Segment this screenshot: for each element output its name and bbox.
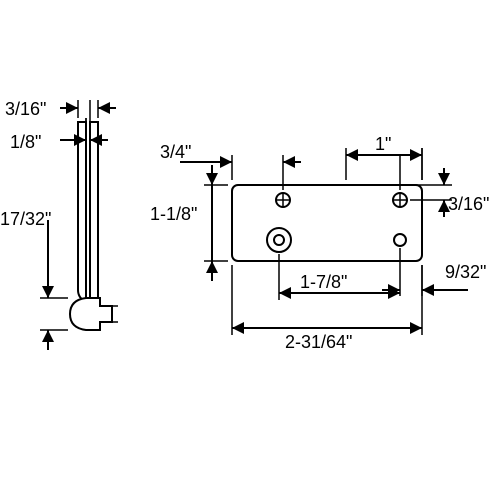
label-3-16-b: 3/16" (448, 194, 489, 214)
label-1-8: 1/8" (10, 132, 41, 152)
side-spring (78, 122, 86, 302)
hole-top-right (393, 193, 407, 207)
label-3-4: 3/4" (160, 142, 191, 162)
label-1-1-8: 1-1/8" (150, 204, 197, 224)
technical-drawing: 3/16" 1/8" 17/32" 3/4" 1" 1-1/8" 3/16" 9… (0, 0, 500, 500)
side-view (70, 122, 118, 330)
hole-top-left (276, 193, 290, 207)
label-17-32: 17/32" (0, 209, 51, 229)
dim-17-32: 17/32" (0, 209, 68, 350)
pivot-hole (267, 228, 291, 252)
small-hole (394, 234, 406, 246)
dim-3-4: 3/4" (160, 142, 301, 190)
dim-1-1-8: 1-1/8" (150, 165, 228, 281)
dim-1: 1" (346, 134, 422, 180)
label-1-7-8: 1-7/8" (300, 272, 347, 292)
side-plate (90, 122, 98, 298)
label-1: 1" (375, 134, 391, 154)
label-9-32: 9/32" (445, 262, 486, 282)
side-head (70, 298, 112, 330)
dim-3-16-top: 3/16" (5, 99, 116, 119)
label-3-16: 3/16" (5, 99, 46, 119)
front-view (232, 185, 422, 261)
label-2-31-64: 2-31/64" (285, 332, 352, 352)
